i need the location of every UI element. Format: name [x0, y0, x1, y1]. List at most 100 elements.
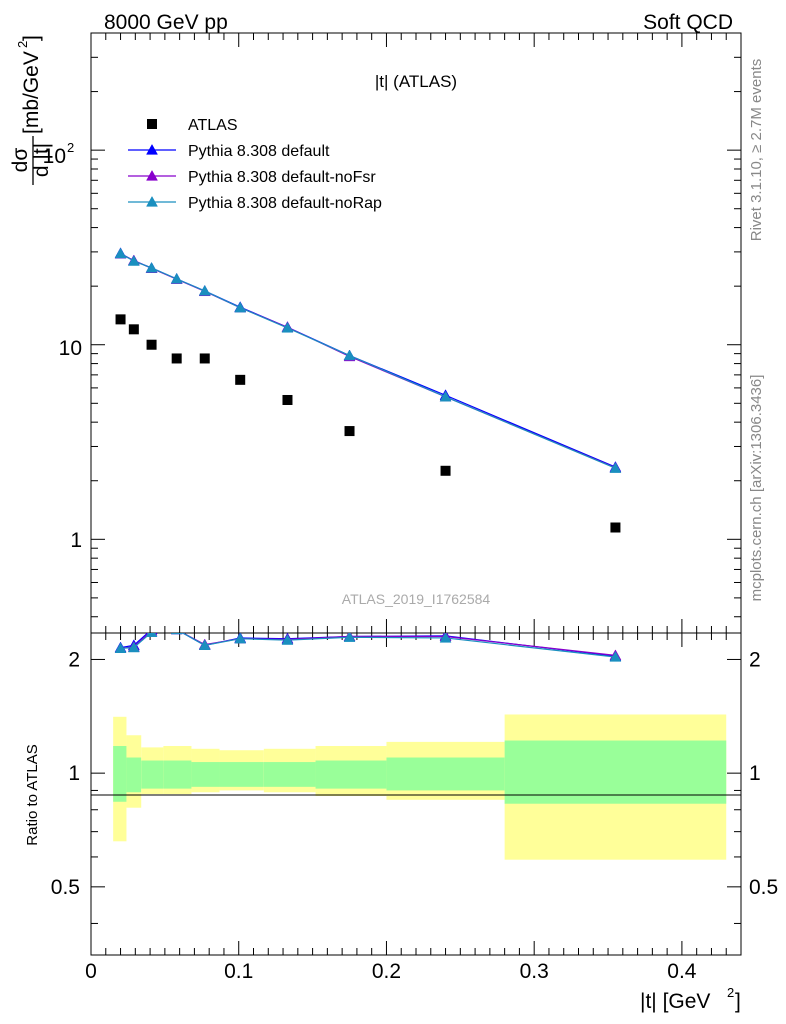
ratio-uncertainty-bands	[113, 714, 727, 860]
inner-band-6	[263, 762, 316, 787]
legend-label-noFsr: Pythia 8.308 default-noFsr	[188, 169, 376, 186]
ratio-tick-label-left: 0.5	[51, 876, 80, 899]
ratio-tick-label-left: 2	[68, 648, 80, 671]
main-axis-ticks	[90, 32, 742, 955]
legend-label-default: Pythia 8.308 default	[188, 143, 330, 160]
data-point	[171, 353, 182, 364]
x-tick-label: 0.2	[372, 960, 401, 983]
ratio-series-default	[114, 633, 622, 661]
ratio-tick-labels: 0.5 0.5 1 1 2 2	[51, 648, 778, 898]
point-noRap	[170, 272, 183, 284]
legend-marker-data	[147, 119, 157, 129]
ratio-tick-label-right: 1	[749, 762, 761, 785]
svg-text:d |t|: d |t|	[30, 143, 53, 177]
ratio-point-default	[170, 633, 183, 635]
data-point	[610, 522, 621, 533]
data-point	[440, 465, 451, 476]
point-noRap	[198, 284, 211, 296]
inner-band-0	[113, 745, 127, 802]
x-tick-labels: 0 0.1 0.2 0.3 0.4	[85, 960, 697, 983]
data-point	[282, 394, 293, 405]
point-noRap	[234, 301, 247, 313]
svg-text:]: ]	[20, 35, 43, 41]
ratio-point-noRap	[609, 650, 622, 662]
inner-band-2	[141, 760, 164, 789]
legend-marker-noFsr	[146, 169, 158, 181]
inner-band-8	[386, 757, 505, 791]
svg-text:dσ: dσ	[9, 148, 32, 173]
series-noRap	[114, 247, 622, 473]
series-line-default	[120, 252, 616, 468]
point-noRap	[343, 349, 356, 361]
inner-band-3	[163, 760, 192, 789]
ratio-point-noRap	[439, 633, 452, 643]
svg-text:1: 1	[70, 529, 82, 552]
legend-marker-noRap	[146, 195, 158, 207]
svg-text:[mb/GeV: [mb/GeV	[20, 51, 43, 134]
inner-band-9	[504, 740, 727, 804]
ratio-tick-label-left: 1	[68, 762, 80, 785]
ratio-series-noFsr	[114, 633, 622, 661]
data-point	[235, 374, 246, 385]
legend-entry-noRap: Pythia 8.308 default-noRap	[128, 195, 382, 212]
atlas-data-points	[115, 314, 621, 533]
ratio-point-noRap	[343, 633, 356, 642]
data-point	[344, 426, 355, 437]
side-text-bottom: mcplots.cern.ch [arXiv:1306.3436]	[748, 375, 765, 602]
legend-entry-default: Pythia 8.308 default	[128, 143, 330, 160]
ratio-point-noRap	[198, 639, 211, 650]
legend-label-data: ATLAS	[188, 117, 238, 134]
ratio-series-noRap	[114, 633, 622, 662]
x-tick-label: 0	[85, 960, 97, 983]
mc-series	[114, 247, 622, 662]
data-point	[199, 353, 210, 364]
point-noRap	[145, 261, 158, 273]
data-point	[115, 314, 126, 325]
inner-band-7	[315, 760, 387, 789]
svg-text:2: 2	[15, 41, 30, 48]
side-text-top: Rivet 3.1.10, ≥ 2.7M events	[748, 59, 765, 242]
point-noRap	[127, 255, 140, 266]
data-point	[128, 324, 139, 335]
x-tick-label: 0.3	[520, 960, 549, 983]
x-tick-label: 0.4	[667, 960, 697, 983]
ratio-point-noRap	[114, 642, 127, 654]
watermark: ATLAS_2019_I1762584	[342, 591, 491, 607]
ratio-point-noRap	[234, 633, 247, 644]
ratio-point-noFsr	[170, 633, 183, 635]
ratio-axis-ticks	[91, 658, 741, 924]
svg-text:2: 2	[727, 985, 734, 1000]
x-axis-label: |t| [GeV 2 ]	[640, 985, 741, 1013]
svg-text:|t| [GeV: |t| [GeV	[640, 990, 710, 1013]
data-point	[146, 339, 157, 350]
point-noRap	[439, 390, 452, 402]
svg-text:10: 10	[59, 337, 82, 360]
legend-entry-noFsr: Pythia 8.308 default-noFsr	[128, 169, 376, 186]
legend: ATLAS Pythia 8.308 default Pythia 8.308 de…	[128, 117, 382, 212]
header-left: 8000 GeV pp	[104, 11, 228, 34]
point-noRap	[609, 462, 622, 473]
plot-title: |t| (ATLAS)	[375, 72, 457, 91]
header-right: Soft QCD	[643, 11, 733, 34]
ratio-point-noRap	[170, 633, 183, 635]
point-noRap	[281, 321, 294, 333]
svg-text:]: ]	[735, 990, 741, 1013]
ratio-tick-label-right: 0.5	[749, 876, 778, 899]
ratio-point-noRap	[127, 641, 140, 653]
x-tick-label: 0.1	[224, 960, 253, 983]
ratio-line-noRap	[120, 633, 616, 658]
legend-marker-default	[146, 143, 158, 155]
svg-text:10: 10	[43, 145, 66, 168]
point-noRap	[114, 247, 127, 259]
svg-text:2: 2	[67, 140, 74, 155]
ratio-point-noRap	[281, 634, 294, 645]
ratio-tick-label-right: 2	[749, 648, 761, 671]
legend-entry-data: ATLAS	[147, 117, 238, 134]
legend-label-noRap: Pythia 8.308 default-noRap	[188, 195, 382, 212]
inner-band-1	[126, 757, 142, 793]
y-axis-label: dσ d |t| [mb/GeV 2 ]	[9, 35, 53, 177]
ratio-point-noRap	[145, 633, 158, 637]
y-tick-label-10: 10	[59, 337, 82, 360]
y-tick-label-1: 1	[70, 529, 82, 552]
